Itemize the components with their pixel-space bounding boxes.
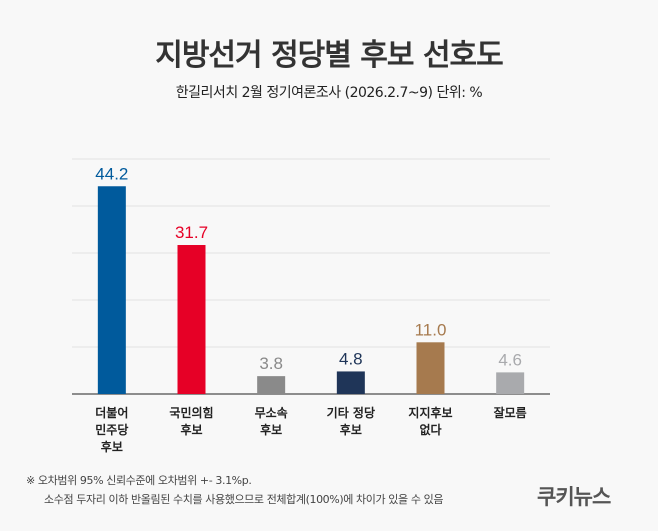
footnote-error-margin: ※ 오차범위 95% 신뢰수준에 오차범위 +- 3.1%p.: [26, 474, 252, 487]
chart-subtitle: 한길리서치 2월 정기여론조사 (2026.2.7~9) 단위: %: [175, 85, 483, 101]
category-label: 지지후보: [408, 405, 452, 420]
data-label: 3.8: [259, 354, 283, 373]
category-label: 후보: [101, 439, 123, 454]
category-label: 국민의힘: [169, 405, 213, 420]
chart-title: 지방선거 정당별 후보 선호도: [155, 38, 504, 73]
bar: [177, 245, 206, 394]
category-label: 기타 정당: [327, 405, 375, 420]
category-label: 민주당: [95, 422, 128, 437]
category-label: 후보: [260, 422, 282, 437]
data-label: 44.2: [95, 164, 128, 183]
category-label: 더불어: [95, 405, 128, 420]
data-label: 31.7: [175, 223, 208, 242]
bar: [496, 372, 525, 394]
category-label: 후보: [180, 422, 202, 437]
kukinews-logo: 쿠키뉴스: [537, 485, 611, 509]
bar: [416, 342, 445, 394]
category-label: 후보: [340, 422, 362, 437]
data-label: 4.6: [498, 350, 522, 369]
data-label: 11.0: [415, 320, 447, 339]
bar: [257, 376, 286, 394]
footnote-rounding: 소수점 두자리 이하 반올림된 수치를 사용했으므로 전체합계(100%)에 차…: [44, 493, 444, 506]
bar: [97, 186, 126, 394]
category-label: 없다: [419, 422, 441, 437]
data-label: 4.8: [339, 349, 363, 368]
category-label: 잘모름: [494, 405, 527, 420]
bar: [336, 371, 365, 394]
category-label: 무소속: [255, 406, 288, 420]
